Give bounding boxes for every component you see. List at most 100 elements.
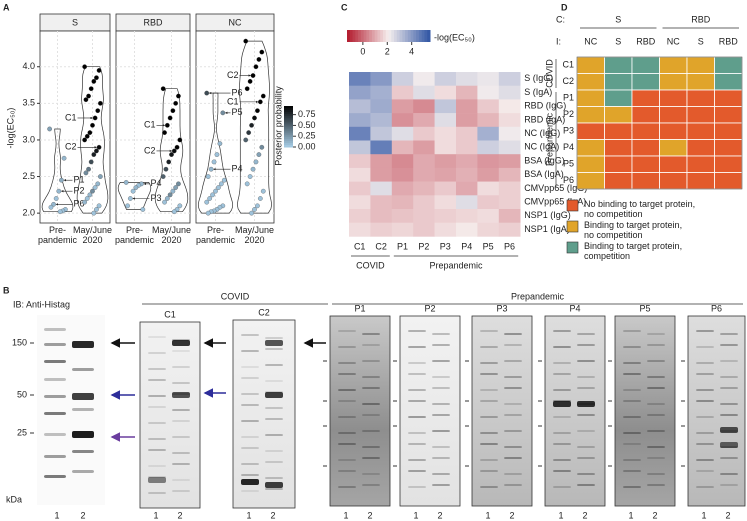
annotation: C1 — [65, 112, 77, 122]
data-point — [98, 100, 103, 106]
legend-swatch — [566, 220, 579, 233]
panel-label: D — [561, 2, 568, 12]
y-axis-label: -log(EC₅₀) — [5, 108, 15, 149]
blot-band — [172, 420, 190, 422]
heatmap-cell — [477, 222, 500, 237]
data-point — [169, 152, 174, 157]
blot-band — [623, 443, 641, 445]
data-point — [171, 209, 177, 215]
lane-label: 2 — [652, 510, 657, 520]
blot — [687, 315, 746, 507]
column-group-label: S — [615, 14, 621, 24]
colorbar-slice — [366, 30, 370, 42]
blot-band — [338, 362, 356, 364]
blot-band — [408, 459, 426, 461]
colorbar-slice — [284, 124, 293, 127]
data-point — [91, 79, 97, 84]
blot-band — [265, 380, 283, 382]
grid-cell — [686, 73, 715, 91]
colorbar-tick-label: 4 — [409, 46, 414, 56]
blot-band — [553, 486, 571, 488]
blot-band — [265, 482, 283, 488]
heatmap-cell — [477, 85, 500, 100]
heatmap-cell — [434, 209, 457, 223]
data-point — [260, 93, 266, 99]
blot-band — [577, 414, 595, 416]
blot-band — [480, 346, 498, 348]
data-point — [96, 203, 102, 209]
blot-band — [44, 433, 66, 436]
heatmap-cell — [370, 222, 393, 237]
blot-band — [148, 477, 166, 483]
grid-cell — [659, 122, 688, 140]
blot-band — [696, 459, 714, 461]
annotation: P6 — [232, 87, 243, 97]
heatmap-cell — [434, 140, 457, 155]
colorbar-slice — [427, 30, 431, 42]
blot-band — [265, 434, 283, 436]
blot-band — [432, 414, 450, 416]
blot-band — [720, 387, 738, 389]
colorbar-slice — [363, 30, 367, 42]
grid-cell — [576, 155, 605, 173]
blot-band — [432, 360, 450, 362]
blot-band — [696, 470, 714, 472]
blot-band — [553, 470, 571, 472]
data-point — [257, 196, 263, 201]
blot-band — [696, 486, 714, 488]
violin — [117, 182, 152, 210]
colorbar-slice — [284, 130, 293, 134]
grid-cell — [659, 106, 688, 124]
blot-band — [577, 484, 595, 486]
blot-band — [432, 344, 450, 346]
heatmap-cell — [498, 181, 521, 196]
column-group-label: RBD — [691, 14, 711, 24]
blot — [232, 319, 296, 509]
heatmap-cell — [413, 222, 435, 237]
blot-band — [148, 368, 166, 370]
legend-swatch — [566, 241, 579, 254]
data-point — [170, 108, 176, 114]
blot-band — [362, 484, 380, 486]
data-point — [205, 174, 211, 179]
blot-band — [504, 484, 522, 486]
heatmap-cell — [434, 181, 457, 196]
heatmap-cell — [498, 154, 521, 169]
annotation: C2 — [227, 70, 239, 80]
heatmap-cell — [349, 167, 371, 182]
colorbar-title: Posterior probability — [273, 86, 283, 166]
data-point — [84, 133, 90, 139]
heatmap-cell — [498, 99, 521, 114]
blot-band — [647, 414, 665, 416]
heatmap-cell — [370, 113, 393, 128]
facet-panel — [195, 30, 275, 224]
colorbar-slice — [349, 30, 354, 42]
blot-band — [241, 447, 259, 449]
colorbar-slice — [284, 114, 293, 117]
blot-band — [172, 436, 190, 438]
blot-band — [172, 452, 190, 454]
heatmap-cell — [413, 126, 435, 141]
colorbar-slice — [410, 30, 414, 42]
blot-band — [265, 450, 283, 452]
data-point — [173, 185, 179, 190]
data-point — [95, 181, 101, 187]
data-point — [48, 204, 54, 210]
blot-band — [553, 373, 571, 375]
data-point — [88, 159, 94, 165]
heatmap-cell — [370, 140, 393, 155]
heatmap-cell — [434, 126, 457, 141]
row-label: BSA (IgG) — [524, 155, 565, 165]
data-point — [88, 86, 94, 92]
violin — [41, 128, 74, 213]
y-tick-label: 4.0 — [22, 61, 35, 71]
colorbar-slice — [421, 30, 425, 42]
blot-band — [480, 416, 498, 418]
data-point — [56, 188, 62, 194]
blot-band — [480, 389, 498, 391]
grid-cell — [714, 172, 743, 190]
blot-title: P2 — [424, 303, 435, 313]
blot-band — [623, 373, 641, 375]
blot-band — [44, 378, 66, 381]
blot — [544, 315, 606, 507]
